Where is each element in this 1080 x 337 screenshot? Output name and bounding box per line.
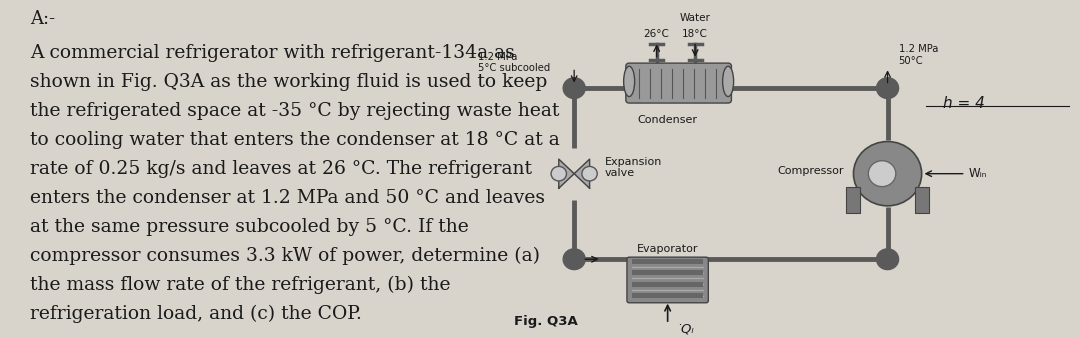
FancyBboxPatch shape xyxy=(627,257,708,303)
Text: to cooling water that enters the condenser at 18 °C at a: to cooling water that enters the condens… xyxy=(30,131,559,149)
Circle shape xyxy=(563,249,585,270)
Text: 1.2 MPa
5°C subcooled: 1.2 MPa 5°C subcooled xyxy=(478,52,550,73)
Text: 18°C: 18°C xyxy=(683,29,708,39)
Circle shape xyxy=(877,78,899,98)
Text: Expansion
valve: Expansion valve xyxy=(605,157,662,178)
Text: 26°C: 26°C xyxy=(644,29,670,39)
Polygon shape xyxy=(558,159,575,188)
Text: 1.2 MPa
50°C: 1.2 MPa 50°C xyxy=(899,44,937,66)
Ellipse shape xyxy=(623,66,635,97)
Bar xyxy=(633,270,703,275)
Bar xyxy=(633,259,703,264)
Bar xyxy=(633,293,703,298)
Text: refrigeration load, and (c) the COP.: refrigeration load, and (c) the COP. xyxy=(30,305,362,323)
Text: Water: Water xyxy=(679,13,711,23)
Text: Fig. Q3A: Fig. Q3A xyxy=(514,315,578,328)
Circle shape xyxy=(582,166,597,181)
Text: enters the condenser at 1.2 MPa and 50 °C and leaves: enters the condenser at 1.2 MPa and 50 °… xyxy=(30,189,544,207)
Text: shown in Fig. Q3A as the working fluid is used to keep: shown in Fig. Q3A as the working fluid i… xyxy=(30,73,548,91)
Bar xyxy=(915,187,929,213)
Text: at the same pressure subcooled by 5 °C. If the: at the same pressure subcooled by 5 °C. … xyxy=(30,218,469,236)
Circle shape xyxy=(551,166,567,181)
Ellipse shape xyxy=(723,66,733,97)
Text: the refrigerated space at -35 °C by rejecting waste heat: the refrigerated space at -35 °C by reje… xyxy=(30,102,559,120)
FancyBboxPatch shape xyxy=(625,63,731,103)
Circle shape xyxy=(877,249,899,270)
Text: ̇Qₗ: ̇Qₗ xyxy=(681,323,694,335)
Text: A commercial refrigerator with refrigerant-134a as: A commercial refrigerator with refrigera… xyxy=(30,44,514,62)
Text: Evaporator: Evaporator xyxy=(637,244,699,254)
Text: Compressor: Compressor xyxy=(778,166,843,176)
Text: the mass flow rate of the refrigerant, (b) the: the mass flow rate of the refrigerant, (… xyxy=(30,276,450,294)
Polygon shape xyxy=(575,159,590,188)
Bar xyxy=(633,281,703,287)
Text: Wᵢₙ: Wᵢₙ xyxy=(969,167,987,180)
Text: h = 4: h = 4 xyxy=(943,96,985,111)
Text: Condenser: Condenser xyxy=(637,115,698,125)
Text: compressor consumes 3.3 kW of power, determine (a): compressor consumes 3.3 kW of power, det… xyxy=(30,247,540,265)
Text: A:-: A:- xyxy=(30,10,55,28)
Bar xyxy=(847,187,860,213)
Circle shape xyxy=(563,78,585,98)
Circle shape xyxy=(853,142,921,206)
Text: rate of 0.25 kg/s and leaves at 26 °C. The refrigerant: rate of 0.25 kg/s and leaves at 26 °C. T… xyxy=(30,160,531,178)
Circle shape xyxy=(868,161,895,187)
